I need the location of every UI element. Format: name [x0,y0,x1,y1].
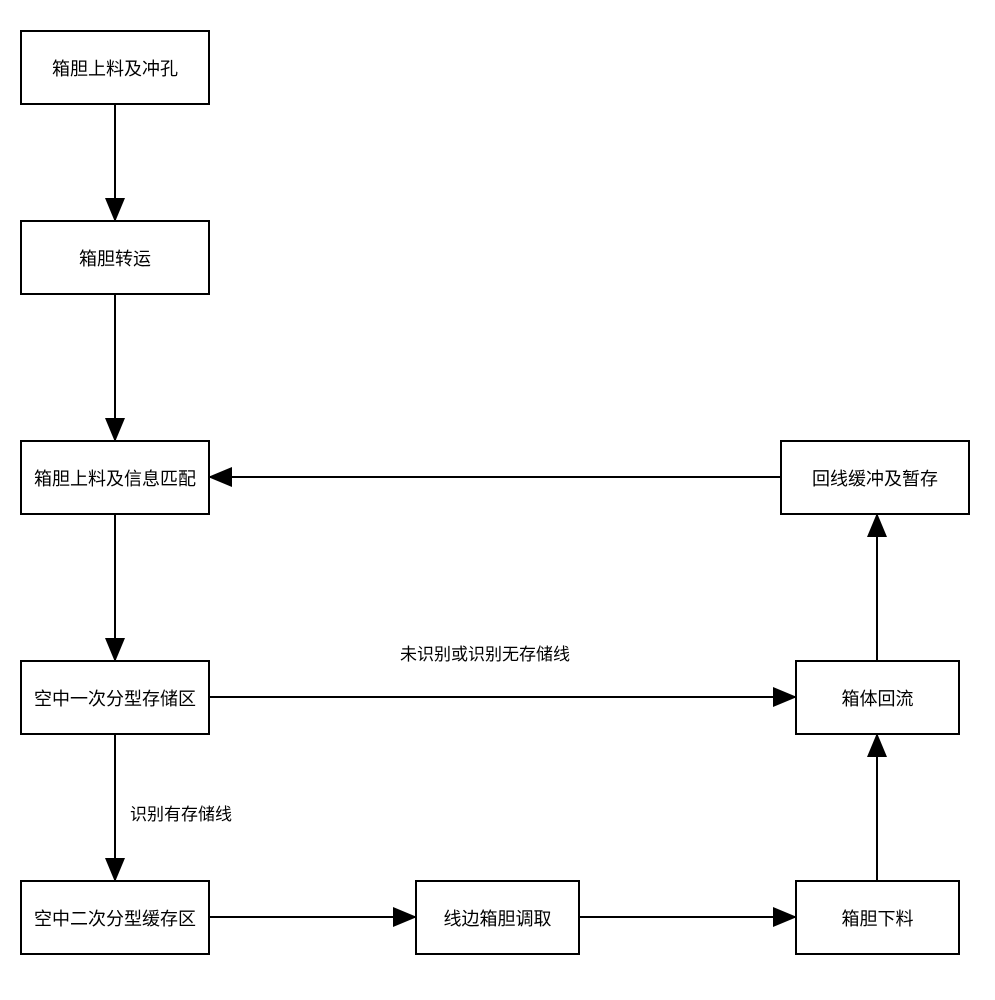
flowchart-node-n2: 箱胆转运 [20,220,210,295]
flowchart-node-n4: 空中一次分型存储区 [20,660,210,735]
flowchart-node-n5: 空中二次分型缓存区 [20,880,210,955]
flowchart-node-n8: 箱体回流 [795,660,960,735]
edge-label-n4-n8: 未识别或识别无存储线 [400,640,570,665]
flowchart-node-n6: 线边箱胆调取 [415,880,580,955]
flowchart-node-n9: 回线缓冲及暂存 [780,440,970,515]
flowchart-node-n7: 箱胆下料 [795,880,960,955]
flowchart-node-n1: 箱胆上料及冲孔 [20,30,210,105]
edge-label-n4-n5: 识别有存储线 [130,800,232,825]
flowchart-node-n3: 箱胆上料及信息匹配 [20,440,210,515]
